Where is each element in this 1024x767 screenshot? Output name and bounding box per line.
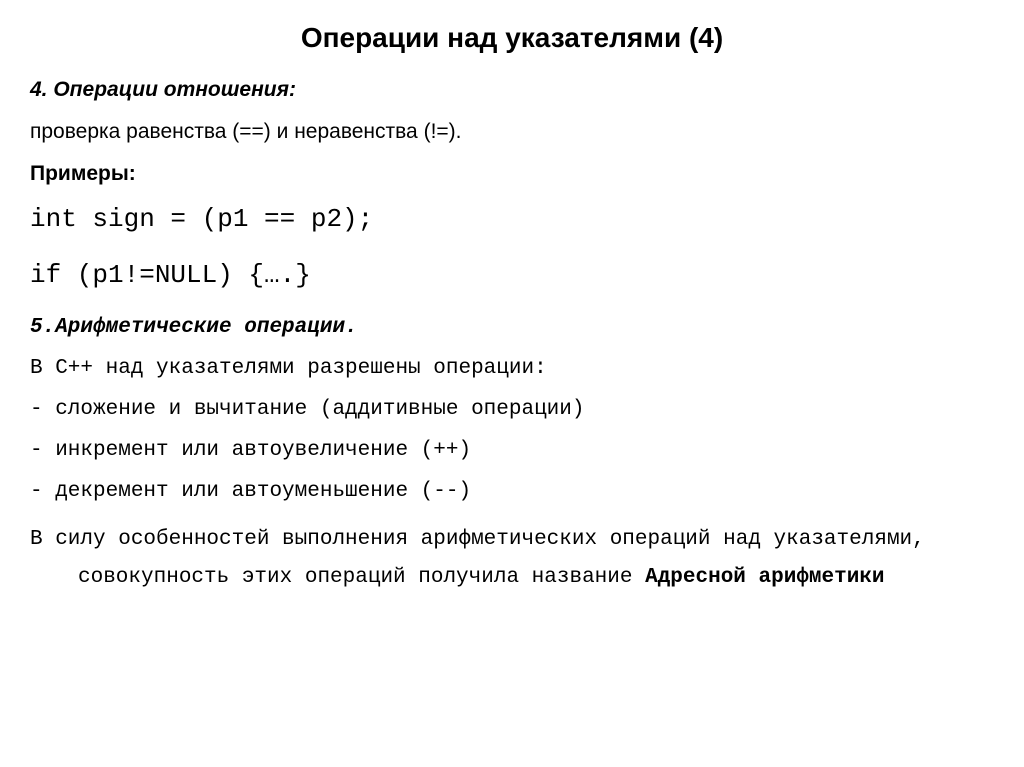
address-arithmetic-paragraph: В силу особенностей выполнения арифметич… xyxy=(30,521,994,597)
bullet-decrement: - декремент или автоуменьшение (--) xyxy=(30,480,994,503)
slide-content: Операции над указателями (4) 4. Операции… xyxy=(0,0,1024,767)
examples-label: Примеры: xyxy=(30,162,994,186)
equality-description: проверка равенства (==) и неравенства (!… xyxy=(30,120,994,144)
bullet-addition: - сложение и вычитание (аддитивные опера… xyxy=(30,398,994,421)
section5-heading: 5.Арифметические операции. xyxy=(30,316,994,339)
code-example-2: if (p1!=NULL) {….} xyxy=(30,260,994,290)
code-example-1: int sign = (p1 == p2); xyxy=(30,204,994,234)
section4-heading: 4. Операции отношения: xyxy=(30,78,994,102)
allowed-operations-intro: В С++ над указателями разрешены операции… xyxy=(30,357,994,380)
address-arithmetic-term: Адресной арифметики xyxy=(645,566,884,589)
bullet-increment: - инкремент или автоувеличение (++) xyxy=(30,439,994,462)
page-title: Операции над указателями (4) xyxy=(30,22,994,54)
